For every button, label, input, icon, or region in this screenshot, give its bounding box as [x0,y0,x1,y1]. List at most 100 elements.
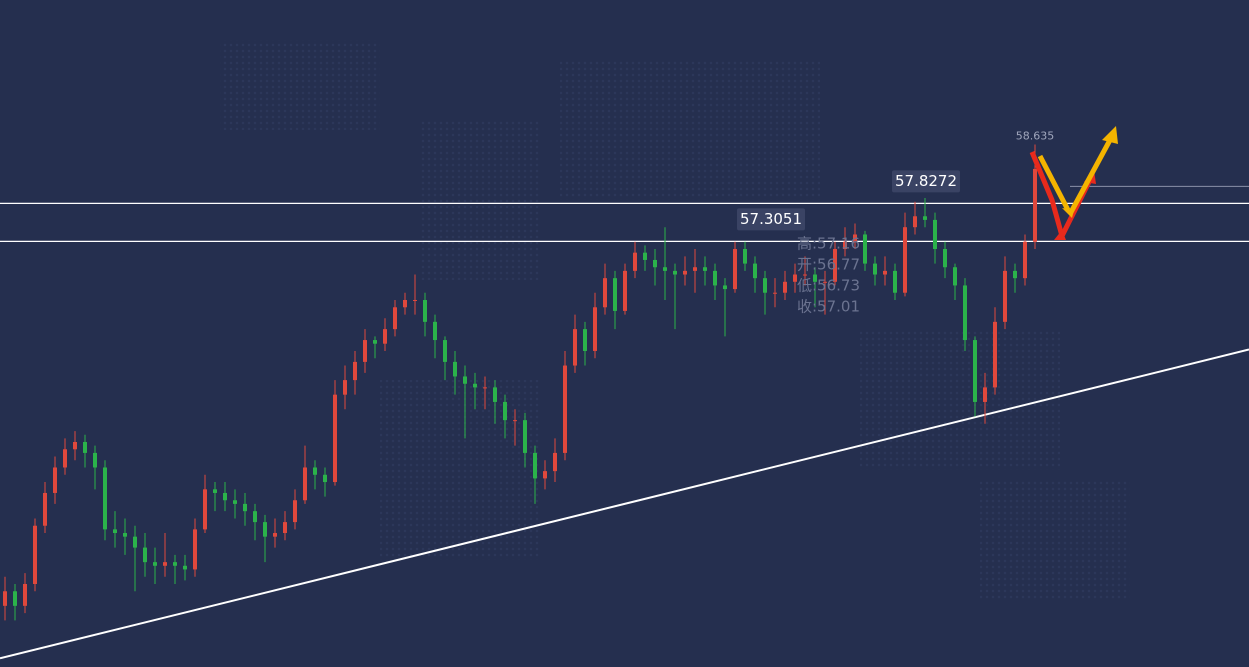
candle-body [223,492,227,501]
candle-body [763,278,767,293]
candle-body [713,270,717,286]
candle-body [13,591,17,606]
level-label: 57.8272 [895,172,957,190]
candle-body [213,489,217,493]
arrow-head [1102,126,1118,144]
tooltip-open: 开:56.77 [797,256,860,274]
candle-body [253,511,257,523]
candle-body [173,562,177,566]
candle-body [43,492,47,526]
candle-body [83,441,87,453]
candle-body [753,263,757,279]
level-label-box [737,208,805,231]
candle-body [613,278,617,311]
candle-body [133,536,137,548]
candle-body [353,361,357,381]
candle-body [3,591,7,606]
candle-body [843,241,847,250]
candle-body [973,340,977,402]
candle-body [543,471,547,479]
candle-body [513,420,517,422]
high-marker-label: 58.635 [1016,130,1055,143]
candle-body [343,380,347,395]
candle-body [53,467,57,493]
candle-body [903,227,907,293]
candle-body [323,474,327,483]
candle-body [203,489,207,530]
candle-body [493,387,497,402]
candle-body [473,383,477,388]
candle-body [263,522,267,537]
candle-body [853,234,857,242]
candle-body [153,562,157,566]
candle-body [303,467,307,501]
candle-body [443,340,447,362]
candle-body [813,274,817,282]
candle-body [893,270,897,293]
candle-body [823,281,827,283]
candle-body [243,503,247,512]
candle-body [453,361,457,377]
candle-body [183,565,187,570]
candle-body [993,321,997,388]
candle-body [373,340,377,344]
trend-line [0,348,1249,660]
tooltip-high: 高:57.16 [797,235,860,253]
candle-body [863,234,867,264]
candle-body [313,467,317,475]
candle-body [103,467,107,530]
candle-body [883,270,887,275]
candle-body [533,452,537,479]
candle-body [503,401,507,421]
candle-body [573,329,577,366]
candle-body [693,267,697,271]
candle-body [663,267,667,271]
candle-body [73,441,77,450]
candle-body [743,249,747,264]
candle-body [563,365,567,453]
candle-body [833,249,837,282]
level-label: 57.3051 [740,210,802,228]
level-label-box [892,170,960,193]
candle-body [63,449,67,468]
candle-body [773,292,777,294]
candle-body [783,281,787,293]
tooltip-close: 收:57.01 [797,298,860,316]
candle-body [803,274,807,276]
forecast-arrows [1029,126,1118,240]
candle-body [553,452,557,472]
candle-body [403,300,407,308]
arrow-down-alt [1037,154,1071,212]
arrow-up-alt [1067,138,1113,216]
candle-body [963,285,967,341]
candle-body [383,329,387,344]
candle-body [293,500,297,523]
tooltip-low: 低:56.73 [797,277,860,295]
candle-body [1003,270,1007,322]
candle-body [913,216,917,228]
candle-body [643,252,647,260]
candle-body [333,394,337,483]
candle-body [93,452,97,468]
candle-body [163,562,167,566]
candle-body [433,321,437,341]
candle-body [633,252,637,271]
candle-body [33,525,37,584]
candle-body [933,219,937,250]
candle-body [523,420,527,453]
candle-body [1023,241,1027,279]
candle-body [283,522,287,534]
world-map-dots [220,40,1130,600]
candle-body [143,547,147,563]
candle-body [723,285,727,290]
candle-body [483,387,487,389]
candle-body [983,387,987,402]
candle-body [413,300,417,302]
candle-body [393,307,397,330]
candle-body [363,340,367,362]
arrow-down [1029,151,1065,237]
candle-body [943,249,947,268]
candle-body [593,307,597,351]
candle-body [273,533,277,537]
candle-body [603,278,607,308]
